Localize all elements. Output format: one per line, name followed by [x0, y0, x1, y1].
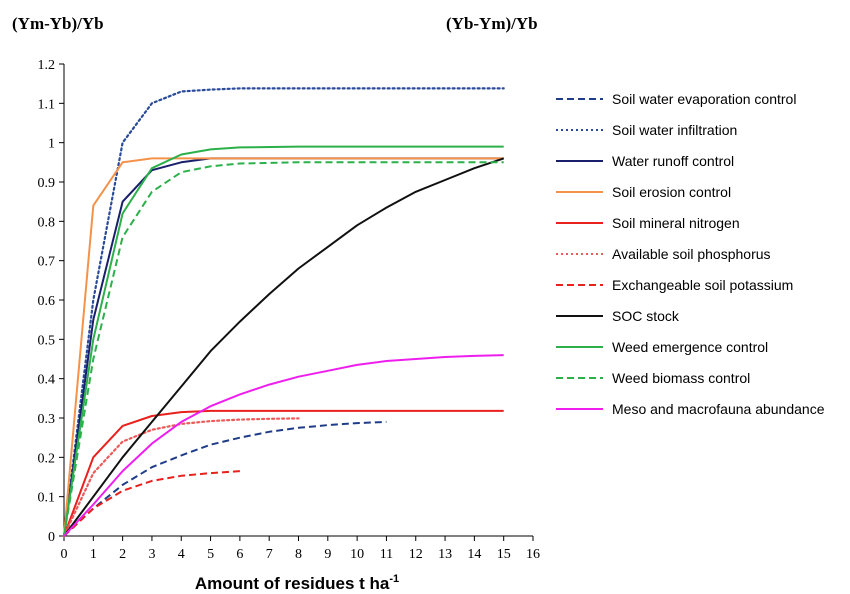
y-tick-label: 1.1: [38, 97, 56, 112]
legend: Soil water evaporation control Soil water…: [556, 91, 825, 417]
series-line-4: [63, 409, 504, 537]
axes: [63, 64, 533, 537]
x-tick-label: 15: [497, 547, 511, 562]
x-axis-title: Amount of residues t ha-1: [195, 573, 399, 593]
series-line-5: [62, 417, 300, 538]
right-axis-header: (Yb-Ym)/Yb: [446, 14, 538, 33]
y-tick-label: 0: [48, 530, 55, 545]
y-tick-label: 0.9: [38, 176, 56, 191]
series-lines: [62, 87, 505, 538]
series-line-7: [63, 157, 505, 537]
y-tick-label: 0.6: [38, 294, 56, 309]
legend-label: Soil water infiltration: [612, 122, 737, 138]
left-axis-header: (Ym-Yb)/Yb: [12, 14, 104, 33]
x-tick-label: 6: [236, 547, 243, 562]
x-tick-label: 7: [266, 547, 273, 562]
x-tick-label: 10: [350, 547, 364, 562]
legend-label: Meso and macrofauna abundance: [612, 401, 825, 417]
y-axis-ticks: 0 0.1 0.2 0.3 0.4 0.5 0.6 0.7 0.8 0.9 1 1.1 1.2: [38, 58, 64, 545]
y-tick-label: 0.8: [38, 215, 56, 230]
series-line-9: [63, 161, 504, 537]
x-tick-label: 9: [324, 547, 331, 562]
x-tick-label: 16: [526, 547, 540, 562]
y-tick-label: 0.5: [38, 333, 56, 348]
x-tick-label: 5: [207, 547, 214, 562]
y-tick-label: 1: [48, 137, 55, 152]
y-tick-label: 0.3: [38, 412, 56, 427]
x-tick-label: 2: [119, 547, 126, 562]
legend-label: Soil mineral nitrogen: [612, 215, 740, 231]
x-tick-label: 4: [178, 547, 185, 562]
x-tick-label: 11: [380, 547, 393, 562]
y-tick-label: 0.4: [38, 373, 56, 388]
x-tick-label: 14: [467, 547, 481, 562]
legend-label: Available soil phosphorus: [612, 246, 771, 262]
series-line-3: [63, 157, 504, 537]
x-axis-ticks: 0 1 2 3 4 5 6 7 8 9 10 11 12 13 14 15 16: [61, 536, 540, 562]
series-line-8: [63, 145, 504, 537]
series-line-10: [63, 354, 504, 537]
x-tick-label: 0: [61, 547, 68, 562]
x-tick-label: 12: [409, 547, 423, 562]
series-line-0: [63, 420, 387, 537]
x-tick-label: 3: [148, 547, 155, 562]
y-tick-label: 1.2: [38, 58, 56, 73]
y-tick-label: 0.2: [38, 451, 56, 466]
x-tick-label: 1: [90, 547, 97, 562]
x-tick-label: 13: [438, 547, 452, 562]
legend-label: Weed biomass control: [612, 370, 750, 386]
x-tick-label: 8: [295, 547, 302, 562]
legend-label: Exchangeable soil potassium: [612, 277, 793, 293]
y-tick-label: 0.7: [38, 255, 56, 270]
legend-label: Soil water evaporation control: [612, 91, 796, 107]
series-line-1: [62, 87, 505, 538]
legend-label: SOC stock: [612, 308, 680, 324]
series-line-6: [63, 470, 240, 537]
series-line-2: [63, 157, 504, 537]
y-tick-label: 0.1: [38, 491, 56, 506]
legend-label: Soil erosion control: [612, 184, 731, 200]
legend-label: Weed emergence control: [612, 339, 768, 355]
legend-label: Water runoff control: [612, 153, 734, 169]
